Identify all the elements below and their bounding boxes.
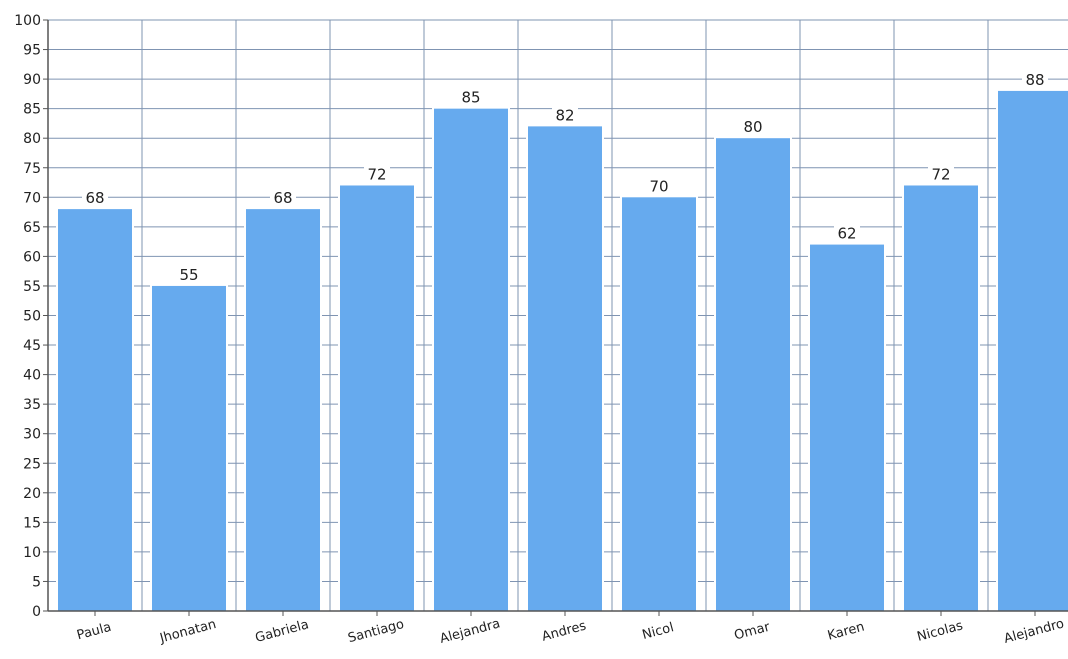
data-label: 68 xyxy=(273,189,292,207)
data-label-bg xyxy=(834,223,860,242)
x-tick-label: Paula xyxy=(75,620,113,644)
y-tick-label: 0 xyxy=(32,604,41,620)
y-tick-label: 90 xyxy=(23,72,41,88)
bar-jhonatan xyxy=(152,285,226,611)
data-label: 62 xyxy=(837,225,856,243)
y-tick-label: 95 xyxy=(23,43,41,59)
data-label: 82 xyxy=(555,106,574,124)
bar-andres xyxy=(528,126,602,611)
axes xyxy=(43,19,1068,616)
data-label: 72 xyxy=(931,165,950,183)
y-tick-label: 20 xyxy=(23,486,41,502)
data-label: 88 xyxy=(1025,71,1044,89)
data-label: 72 xyxy=(367,165,386,183)
data-label-bg xyxy=(176,264,202,283)
data-label-bg xyxy=(458,87,484,106)
x-tick-label: Alejandro xyxy=(1002,616,1065,646)
y-tick-label: 5 xyxy=(32,574,41,590)
data-label-bg xyxy=(552,105,578,124)
y-tick-label: 65 xyxy=(23,220,41,236)
x-tick-label: Gabriela xyxy=(254,617,311,646)
x-tick-label: Omar xyxy=(733,620,772,644)
y-tick-label: 70 xyxy=(23,190,41,206)
y-tick-label: 100 xyxy=(14,13,41,29)
x-tick-label: Karen xyxy=(826,620,866,644)
data-label-bg xyxy=(740,117,766,136)
y-tick-label: 10 xyxy=(23,545,41,561)
x-tick-label: Andres xyxy=(540,618,588,644)
bar-paula xyxy=(58,209,132,611)
y-tick-label: 40 xyxy=(23,368,41,384)
x-tick-label: Santiago xyxy=(346,617,405,646)
data-label-bg xyxy=(1022,69,1048,88)
data-label-bg xyxy=(364,164,390,183)
bar-omar xyxy=(716,138,790,611)
x-tick-label: Nicol xyxy=(641,620,676,643)
y-tick-label: 15 xyxy=(23,515,41,531)
data-label: 68 xyxy=(85,189,104,207)
data-label-bg xyxy=(270,188,296,207)
bars xyxy=(56,88,1068,612)
bar-alejandra xyxy=(434,108,508,612)
y-tick-label: 80 xyxy=(23,131,41,147)
y-tick-label: 25 xyxy=(23,456,41,472)
x-tick-label: Jhonatan xyxy=(157,617,217,647)
y-tick-label: 60 xyxy=(23,249,41,265)
data-label: 80 xyxy=(743,118,762,136)
bar-santiago xyxy=(340,185,414,612)
y-tick-label: 85 xyxy=(23,102,41,118)
y-tick-label: 50 xyxy=(23,309,41,325)
x-tick-label: Nicolas xyxy=(916,618,965,645)
data-label-bg xyxy=(82,188,108,207)
y-tick-label: 55 xyxy=(23,279,41,295)
bar-nicolas xyxy=(904,185,978,612)
data-label-bg xyxy=(646,176,672,195)
data-label: 85 xyxy=(461,89,480,107)
bar-nicol xyxy=(622,197,696,612)
data-label: 70 xyxy=(649,177,668,195)
y-tick-label: 30 xyxy=(23,427,41,443)
y-tick-label: 75 xyxy=(23,161,41,177)
x-tick-label: Alejandra xyxy=(438,616,502,647)
y-tick-label: 35 xyxy=(23,397,41,413)
data-label: 55 xyxy=(179,266,198,284)
y-tick-label: 45 xyxy=(23,338,41,354)
bar-karen xyxy=(810,244,884,611)
bar-gabriela xyxy=(246,209,320,611)
data-label-bg xyxy=(928,164,954,183)
bar-alejandro xyxy=(998,90,1068,612)
